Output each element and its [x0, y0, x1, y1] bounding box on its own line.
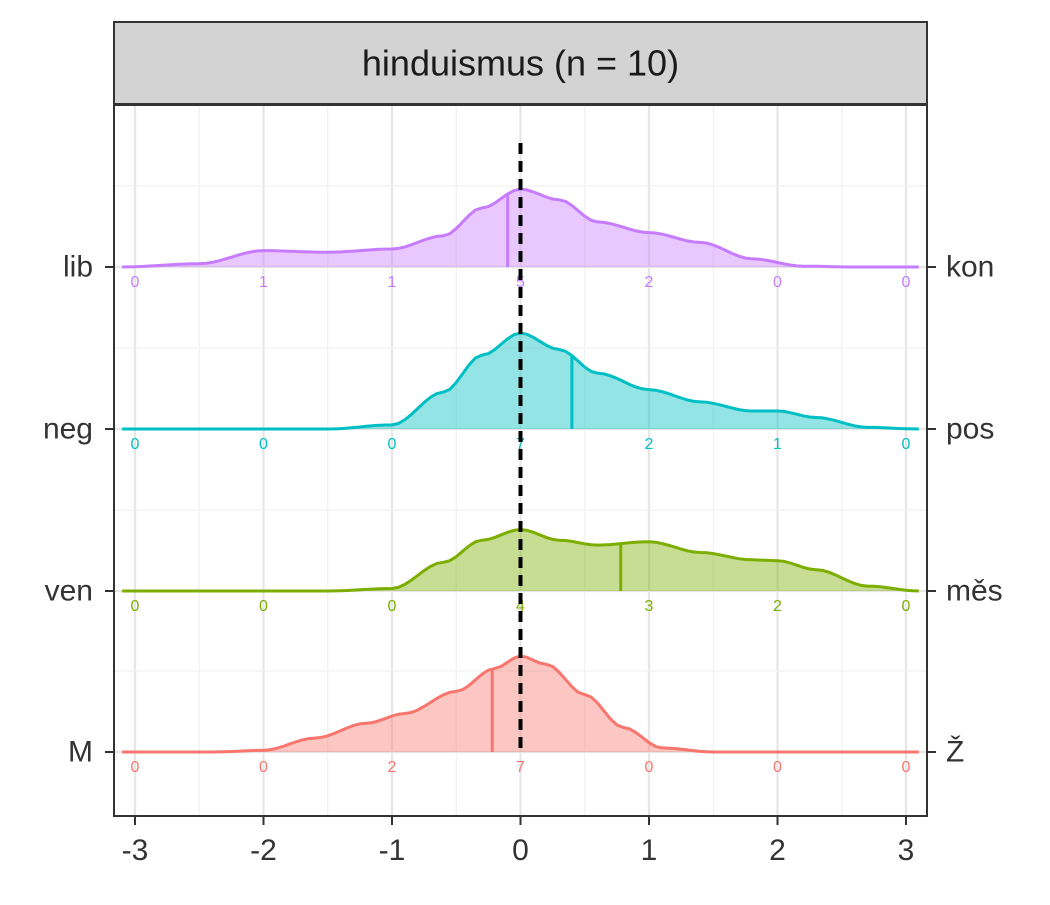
count-label: 0 [131, 598, 140, 615]
x-tick-label: -1 [379, 834, 406, 867]
y-label-right: Ž [946, 736, 964, 769]
y-label-left: ven [45, 575, 93, 608]
y-label-right: měs [946, 575, 1003, 608]
y-label-left: neg [43, 413, 93, 446]
facet-strip [113, 21, 928, 105]
y-label-left: M [68, 736, 93, 769]
density-area [122, 189, 919, 267]
count-label: 0 [773, 274, 782, 291]
count-label: 5 [516, 274, 525, 291]
y-label-left: lib [63, 251, 93, 284]
x-tick-label: -3 [122, 834, 149, 867]
x-tick-label: -2 [250, 834, 277, 867]
count-label: 0 [902, 436, 911, 453]
count-label: 0 [902, 274, 911, 291]
count-label: 0 [259, 436, 268, 453]
x-tick-label: 1 [641, 834, 658, 867]
count-label: 0 [131, 274, 140, 291]
y-label-right: kon [946, 251, 994, 284]
count-label: 2 [773, 598, 782, 615]
y-label-right: pos [946, 413, 994, 446]
axis-layer: -3 -2 -1 0 1 2 3 lib kon neg pos ven měs M Ž [43, 251, 1003, 868]
count-label: 2 [645, 274, 654, 291]
chart-title: hinduismus (n = 10) [362, 43, 679, 84]
count-label: 0 [902, 598, 911, 615]
x-tick-label: 2 [769, 834, 786, 867]
count-label: 1 [773, 436, 782, 453]
count-label: 0 [902, 759, 911, 776]
count-label: 4 [516, 598, 525, 615]
count-label: 0 [773, 759, 782, 776]
count-label: 1 [388, 274, 397, 291]
count-label: 0 [259, 759, 268, 776]
count-label: 3 [645, 598, 654, 615]
count-label: 7 [516, 436, 525, 453]
count-label: 0 [131, 436, 140, 453]
count-label: 0 [388, 436, 397, 453]
count-label: 7 [516, 759, 525, 776]
count-label: 0 [645, 759, 654, 776]
x-tick-label: 3 [898, 834, 915, 867]
count-label: 2 [388, 759, 397, 776]
count-label: 0 [259, 598, 268, 615]
count-label: 1 [259, 274, 268, 291]
count-label: 0 [131, 759, 140, 776]
count-label: 2 [645, 436, 654, 453]
x-tick-label: 0 [512, 834, 529, 867]
count-label: 0 [388, 598, 397, 615]
